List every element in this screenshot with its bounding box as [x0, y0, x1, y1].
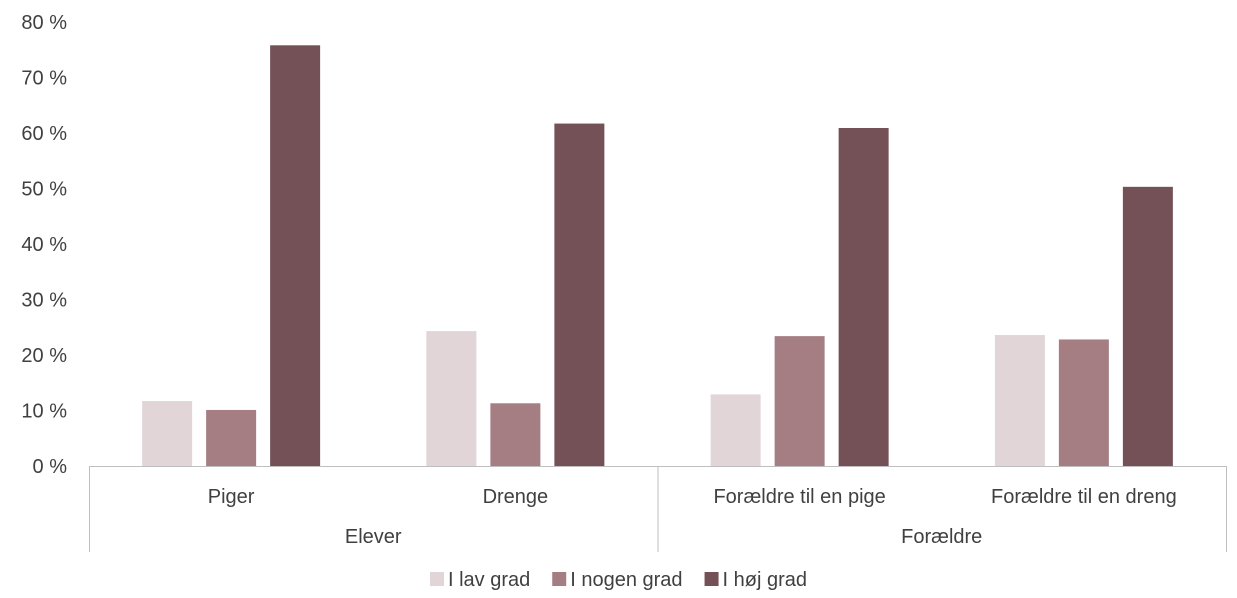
- y-tick-label: 10 %: [21, 401, 67, 423]
- y-tick-label: 60 %: [21, 123, 67, 145]
- bar: [1058, 339, 1109, 466]
- y-tick-label: 40 %: [21, 234, 67, 256]
- bar: [774, 336, 825, 466]
- x-category-label: Drenge: [483, 486, 549, 508]
- x-group-label: Forældre: [901, 526, 982, 548]
- legend-swatch: [704, 572, 719, 586]
- legend-label: I høj grad: [723, 569, 807, 591]
- legend-swatch: [429, 572, 444, 586]
- x-category-label: Piger: [208, 486, 255, 508]
- bar: [838, 128, 889, 466]
- legend-swatch: [552, 572, 567, 586]
- bar: [142, 401, 193, 466]
- legend-label: I nogen grad: [570, 569, 682, 591]
- bar: [426, 331, 477, 466]
- y-tick-label: 70 %: [21, 68, 67, 90]
- bar: [554, 123, 605, 466]
- bar: [270, 45, 321, 467]
- y-tick-label: 0 %: [33, 456, 68, 478]
- x-category-label: Forældre til en pige: [713, 486, 885, 508]
- bar: [710, 394, 761, 466]
- bar: [994, 335, 1045, 466]
- y-tick-label: 80 %: [21, 12, 67, 34]
- x-group-label: Elever: [345, 526, 402, 548]
- bar: [206, 409, 257, 466]
- x-category-label: Forældre til en dreng: [991, 486, 1177, 508]
- y-tick-label: 50 %: [21, 179, 67, 201]
- legend-label: I lav grad: [448, 569, 530, 591]
- y-tick-label: 30 %: [21, 290, 67, 312]
- bar: [490, 403, 541, 466]
- y-tick-label: 20 %: [21, 345, 67, 367]
- bar: [1122, 186, 1173, 466]
